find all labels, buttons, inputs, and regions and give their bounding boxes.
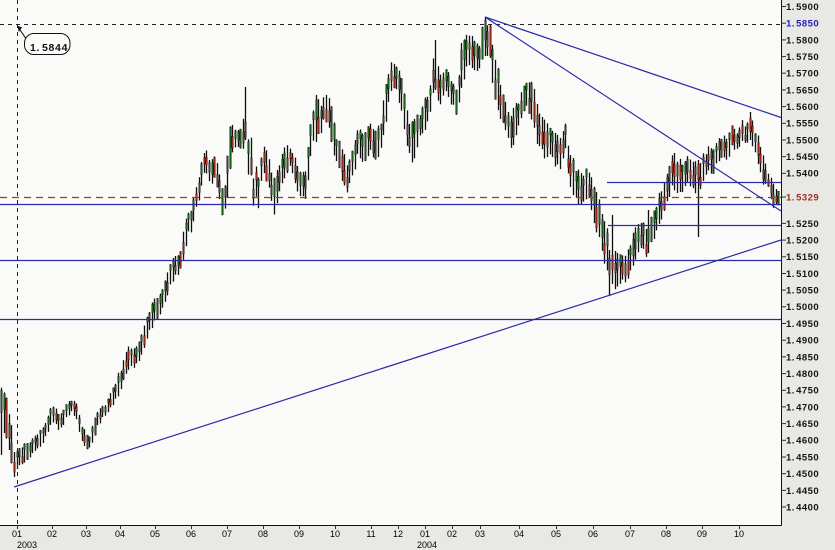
svg-text:10: 10 [734, 529, 744, 539]
svg-text:07: 07 [222, 529, 232, 539]
svg-text:06: 06 [588, 529, 598, 539]
svg-text:1.4450: 1.4450 [786, 486, 819, 497]
svg-text:01: 01 [12, 529, 22, 539]
svg-text:1.4900: 1.4900 [786, 336, 819, 347]
svg-text:1.5150: 1.5150 [786, 252, 819, 263]
svg-text:01: 01 [420, 529, 430, 539]
svg-text:1.5844: 1. 5844 [30, 42, 68, 54]
svg-text:05: 05 [150, 529, 160, 539]
svg-text:1.4500: 1.4500 [786, 469, 819, 480]
svg-text:09: 09 [697, 529, 707, 539]
svg-text:04: 04 [514, 529, 524, 539]
svg-text:1.4550: 1.4550 [786, 452, 819, 463]
svg-text:1.5050: 1.5050 [786, 286, 819, 297]
svg-text:1.4750: 1.4750 [786, 386, 819, 397]
svg-text:1.4800: 1.4800 [786, 369, 819, 380]
svg-text:04: 04 [115, 529, 125, 539]
svg-text:1.5800: 1.5800 [786, 35, 819, 46]
svg-text:1.5000: 1.5000 [786, 302, 819, 313]
svg-text:1.5100: 1.5100 [786, 269, 819, 280]
svg-text:12: 12 [393, 529, 403, 539]
svg-text:1.4400: 1.4400 [786, 502, 819, 513]
svg-text:1.5900: 1.5900 [786, 2, 819, 13]
svg-text:1.5750: 1.5750 [786, 52, 819, 63]
svg-text:1.4600: 1.4600 [786, 436, 819, 447]
svg-text:1.4850: 1.4850 [786, 352, 819, 363]
svg-text:03: 03 [475, 529, 485, 539]
svg-text:02: 02 [47, 529, 57, 539]
svg-text:08: 08 [258, 529, 268, 539]
svg-text:2003: 2003 [17, 540, 37, 550]
svg-text:1.5200: 1.5200 [786, 236, 819, 247]
svg-text:10: 10 [330, 529, 340, 539]
svg-text:1.5450: 1.5450 [786, 152, 819, 163]
svg-text:05: 05 [551, 529, 561, 539]
svg-text:1.5329: 1.5329 [786, 192, 819, 203]
svg-text:1.5500: 1.5500 [786, 135, 819, 146]
svg-text:07: 07 [625, 529, 635, 539]
svg-text:1.5250: 1.5250 [786, 219, 819, 230]
svg-text:02: 02 [447, 529, 457, 539]
svg-text:2004: 2004 [417, 540, 437, 550]
svg-text:1.4700: 1.4700 [786, 402, 819, 413]
svg-text:1.5600: 1.5600 [786, 102, 819, 113]
svg-text:09: 09 [294, 529, 304, 539]
svg-text:03: 03 [81, 529, 91, 539]
svg-text:1.5650: 1.5650 [786, 85, 819, 96]
svg-text:1.5400: 1.5400 [786, 169, 819, 180]
svg-text:1.5550: 1.5550 [786, 119, 819, 130]
svg-text:1.4650: 1.4650 [786, 419, 819, 430]
svg-text:1.5700: 1.5700 [786, 69, 819, 80]
svg-text:11: 11 [366, 529, 375, 539]
svg-text:1.4950: 1.4950 [786, 319, 819, 330]
svg-text:08: 08 [661, 529, 671, 539]
svg-text:06: 06 [186, 529, 196, 539]
svg-text:1.5850: 1.5850 [786, 19, 819, 30]
